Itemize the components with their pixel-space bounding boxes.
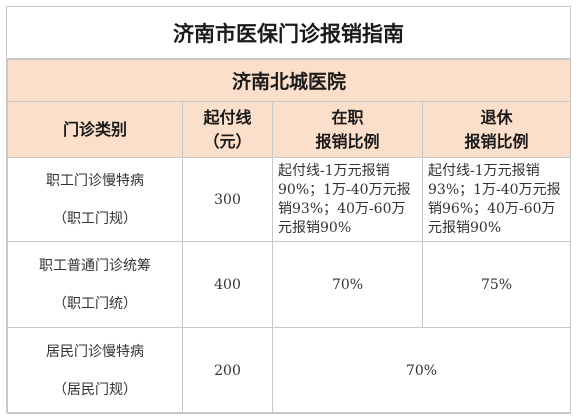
- deductible-cell: 200: [182, 327, 273, 414]
- category-cell: 居民门诊慢特病 （居民门规）: [7, 327, 183, 414]
- table-row: 职工普通门诊统筹 （职工门统） 400 70% 75%: [7, 241, 572, 328]
- hospital-row: 济南北城医院: [6, 59, 572, 102]
- table-row: 居民门诊慢特病 （居民门规） 200 70%: [7, 327, 572, 414]
- employed-ratio-cell: 起付线-1万元报销90%；1万-40万元报销93%；40万-60万元报销90%: [272, 157, 423, 242]
- hospital-name: 济南北城医院: [6, 59, 572, 102]
- deductible-cell: 400: [182, 241, 273, 328]
- header-deductible: 起付线 （元）: [182, 101, 273, 158]
- employed-ratio-cell: 70%: [272, 241, 423, 328]
- header-category: 门诊类别: [7, 101, 183, 158]
- category-cell: 职工门诊慢特病 （职工门规）: [7, 157, 183, 242]
- retired-ratio-cell: 75%: [421, 241, 572, 328]
- header-retired: 退休 报销比例: [421, 101, 572, 158]
- reimbursement-table: 济南北城医院 门诊类别 起付线 （元） 在职 报销比例 退休 报销比例 职工门诊慢特病…: [6, 59, 572, 414]
- table-row: 职工门诊慢特病 （职工门规） 300 起付线-1万元报销90%；1万-40万元报销…: [7, 157, 572, 242]
- combined-ratio-cell: 70%: [271, 327, 572, 414]
- deductible-cell: 300: [182, 157, 273, 242]
- retired-ratio-cell: 起付线-1万元报销93%；1万-40万元报销96%；40万-60万元报销90%: [421, 157, 572, 242]
- header-row: 门诊类别 起付线 （元） 在职 报销比例 退休 报销比例: [7, 101, 572, 158]
- category-cell: 职工普通门诊统筹 （职工门统）: [7, 241, 183, 328]
- guide-frame: 济南市医保门诊报销指南 济南北城医院 门诊类别 起付线 （元） 在职 报销比例 退休…: [6, 6, 572, 414]
- header-employed: 在职 报销比例: [272, 101, 423, 158]
- page-title: 济南市医保门诊报销指南: [7, 7, 570, 59]
